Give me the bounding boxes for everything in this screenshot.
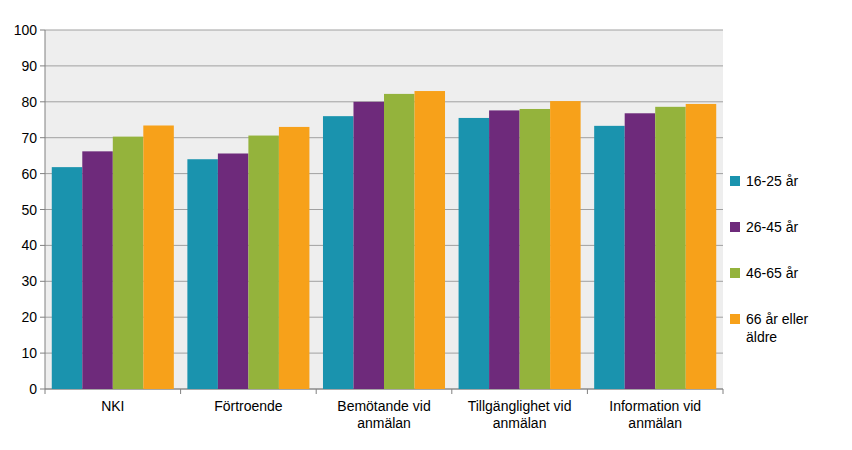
legend-swatch (730, 268, 740, 278)
tick-label: 0 (29, 381, 37, 397)
bar (384, 94, 415, 389)
tick-mark (40, 30, 45, 31)
x-tick-mark (316, 389, 317, 394)
tick-mark (40, 245, 45, 246)
tick-mark (40, 317, 45, 318)
legend-swatch (730, 314, 740, 324)
legend-swatch (730, 176, 740, 186)
x-tick-mark (723, 389, 724, 394)
bar (187, 159, 218, 389)
category-label: NKI (101, 398, 124, 414)
bar (82, 151, 113, 389)
bar (52, 167, 83, 389)
x-tick-mark (180, 389, 181, 394)
tick-label: 90 (21, 58, 37, 74)
tick-label: 10 (21, 345, 37, 361)
tick-mark (40, 281, 45, 282)
category-label: Tillgänglighet vidanmälan (468, 398, 572, 431)
tick-mark (40, 209, 45, 210)
tick-mark (40, 65, 45, 66)
tick-label: 60 (21, 166, 37, 182)
tick-label: 50 (21, 202, 37, 218)
tick-mark (40, 353, 45, 354)
bar (489, 110, 520, 389)
tick-label: 100 (14, 22, 38, 38)
legend-label: 66 år elleräldre (746, 311, 809, 345)
bar (520, 109, 551, 389)
bar (248, 136, 279, 389)
bar (415, 91, 446, 389)
legend-swatch (730, 222, 740, 232)
tick-label: 80 (21, 94, 37, 110)
tick-mark (40, 101, 45, 102)
category-label: Information vidanmälan (609, 398, 701, 431)
grid-line (45, 65, 723, 66)
legend-label: 16-25 år (746, 173, 798, 189)
bars (52, 91, 716, 389)
y-axis-line (45, 30, 46, 389)
legend-label: 26-45 år (746, 219, 798, 235)
bar (594, 126, 625, 389)
tick-label: 30 (21, 273, 37, 289)
bar (218, 153, 249, 389)
bar (353, 102, 384, 389)
plot-background (45, 30, 723, 389)
tick-label: 20 (21, 309, 37, 325)
bar (143, 125, 174, 389)
tick-mark (40, 173, 45, 174)
legend-label: 46-65 år (746, 265, 798, 281)
grid-line (45, 30, 723, 31)
x-tick-mark (451, 389, 452, 394)
bar (323, 116, 354, 389)
x-tick-mark (587, 389, 588, 394)
legend: 16-25 år 26-45 år 46-65 år 66 år elleräldre (730, 173, 809, 345)
bar (459, 118, 490, 389)
chart-svg: 0 10 20 30 40 50 60 70 80 90 100 NKI Förtroende Bemöt… (0, 0, 852, 450)
bar (113, 137, 144, 389)
category-label: Bemötande vidanmälan (337, 398, 430, 431)
bar (550, 101, 581, 389)
tick-mark (40, 137, 45, 138)
grid (45, 30, 723, 389)
bar (686, 104, 717, 389)
tick-label: 40 (21, 237, 37, 253)
tick-mark (40, 389, 45, 390)
bar (279, 127, 310, 389)
category-label: Förtroende (214, 398, 283, 414)
chart-container: 0 10 20 30 40 50 60 70 80 90 100 NKI Förtroende Bemöt… (0, 0, 852, 450)
bar (625, 113, 656, 389)
tick-label: 70 (21, 130, 37, 146)
bar (655, 107, 686, 389)
x-tick-mark (45, 389, 46, 394)
